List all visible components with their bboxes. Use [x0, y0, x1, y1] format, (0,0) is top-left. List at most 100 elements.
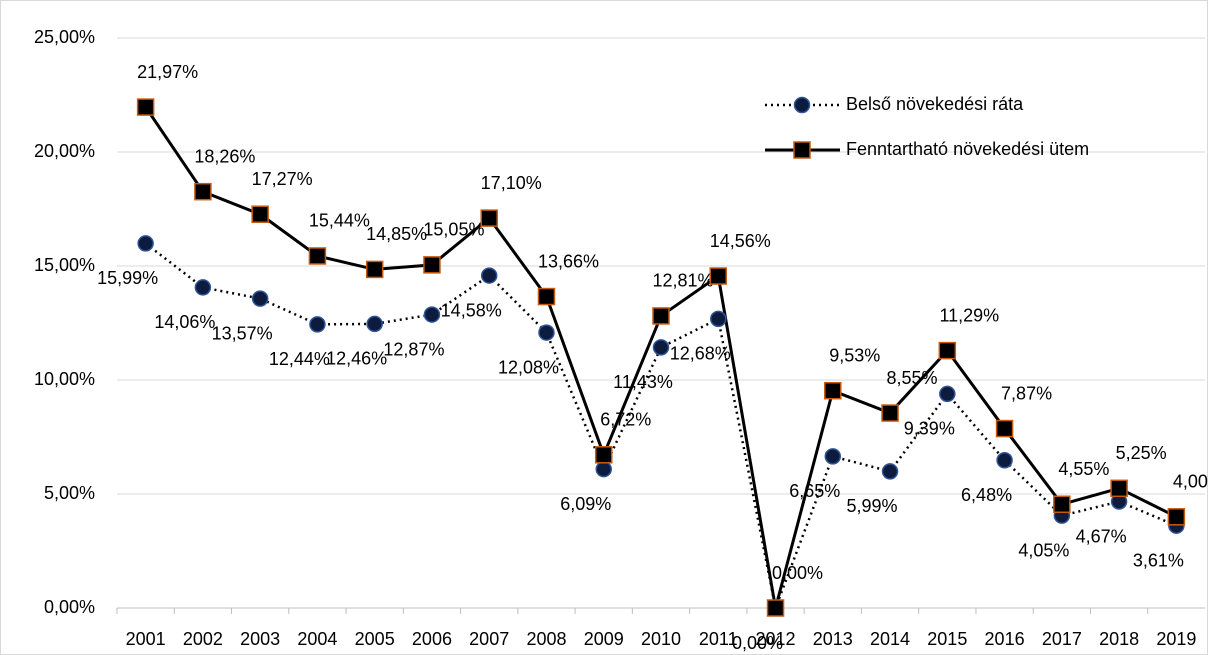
- marker: [595, 460, 612, 478]
- marker: [709, 267, 728, 285]
- data-label: 7,87%: [1001, 383, 1052, 403]
- data-label: 14,58%: [441, 300, 502, 320]
- data-label: 0,00%: [772, 563, 823, 583]
- data-label: 0,00%: [732, 633, 783, 653]
- data-label: 14,06%: [154, 312, 215, 332]
- data-label: 5,25%: [1116, 443, 1167, 463]
- x-tick-label: 2002: [183, 629, 223, 649]
- marker: [1110, 479, 1128, 498]
- marker: [939, 385, 956, 403]
- marker: [194, 182, 212, 201]
- x-tick-label: 2016: [985, 629, 1025, 649]
- data-label: 3,61%: [1133, 550, 1184, 570]
- x-tick-label: 2012: [756, 629, 796, 649]
- x-tick-label: 2019: [1156, 629, 1196, 649]
- data-label: 15,05%: [423, 220, 484, 240]
- data-label: 4,55%: [1058, 459, 1109, 479]
- x-tick-label: 2004: [297, 629, 337, 649]
- data-label: 12,46%: [326, 349, 387, 369]
- x-tick-label: 2013: [813, 629, 853, 649]
- data-label: 12,44%: [269, 349, 330, 369]
- y-tick-label: 15,00%: [34, 255, 95, 275]
- data-label: 4,05%: [1018, 540, 1069, 560]
- data-label: 8,55%: [887, 368, 938, 388]
- marker: [423, 256, 441, 274]
- marker: [423, 306, 441, 323]
- data-label: 14,56%: [710, 231, 771, 251]
- x-tick-label: 2006: [412, 629, 452, 649]
- marker: [136, 98, 155, 116]
- data-label: 12,68%: [670, 344, 731, 364]
- data-label: 12,87%: [383, 339, 444, 359]
- marker: [652, 307, 670, 325]
- y-tick-label: 10,00%: [34, 369, 95, 389]
- marker: [881, 404, 899, 422]
- data-label: 11,43%: [613, 372, 673, 392]
- marker: [366, 315, 383, 333]
- marker: [996, 452, 1013, 469]
- x-tick-label: 2001: [126, 629, 166, 649]
- marker: [251, 290, 269, 307]
- data-label: 13,57%: [212, 323, 273, 343]
- data-label: 15,44%: [309, 211, 370, 231]
- marker: [251, 205, 269, 223]
- data-label: 5,99%: [847, 496, 898, 516]
- data-label: 4,67%: [1076, 526, 1127, 546]
- x-tick-label: 2011: [699, 629, 738, 649]
- x-tick-label: 2015: [927, 629, 967, 649]
- data-label: 9,53%: [829, 345, 880, 365]
- data-label: 18,26%: [194, 146, 255, 166]
- legend-label: Belső növekedési ráta: [846, 94, 1024, 114]
- x-tick-label: 2017: [1042, 629, 1082, 649]
- y-tick-label: 25,00%: [34, 27, 95, 47]
- marker: [938, 341, 957, 360]
- data-label: 15,99%: [97, 268, 158, 288]
- marker: [365, 260, 384, 279]
- legend-marker: [793, 96, 811, 114]
- marker: [137, 235, 154, 252]
- marker: [995, 419, 1014, 438]
- data-label: 12,81%: [652, 271, 713, 291]
- marker: [538, 324, 555, 341]
- y-tick-label: 5,00%: [44, 483, 95, 503]
- data-label: 17,10%: [481, 173, 542, 193]
- marker: [881, 463, 899, 480]
- marker: [308, 247, 327, 265]
- data-label: 6,48%: [961, 485, 1012, 505]
- data-label: 4,00%: [1173, 472, 1208, 492]
- y-tick-label: 20,00%: [34, 141, 95, 161]
- x-tick-label: 2014: [870, 629, 910, 649]
- x-tick-label: 2009: [584, 629, 624, 649]
- marker: [537, 287, 556, 306]
- legend-marker: [793, 141, 811, 159]
- marker: [309, 316, 326, 333]
- marker: [824, 448, 842, 465]
- marker: [1167, 508, 1186, 526]
- data-label: 6,72%: [600, 410, 651, 430]
- y-tick-label: 0,00%: [44, 597, 95, 617]
- data-label: 12,08%: [498, 357, 559, 377]
- data-label: 6,09%: [560, 494, 611, 514]
- x-tick-label: 2010: [641, 629, 681, 649]
- x-tick-label: 2008: [526, 629, 566, 649]
- data-label: 11,29%: [939, 305, 999, 325]
- marker: [480, 267, 498, 284]
- legend-label: Fenntartható növekedési ütem: [846, 139, 1089, 159]
- x-tick-label: 2003: [240, 629, 280, 649]
- marker: [652, 339, 670, 356]
- data-label: 6,65%: [789, 481, 840, 501]
- data-label: 9,39%: [904, 419, 955, 439]
- marker: [480, 209, 498, 227]
- data-label: 14,85%: [366, 224, 427, 244]
- x-tick-label: 2005: [355, 629, 395, 649]
- data-label: 13,66%: [538, 251, 599, 271]
- marker: [766, 599, 785, 617]
- data-label: 17,27%: [252, 169, 313, 189]
- data-label: 21,97%: [137, 62, 198, 82]
- x-tick-label: 2007: [469, 629, 509, 649]
- marker: [1053, 495, 1071, 514]
- x-tick-label: 2018: [1099, 629, 1139, 649]
- marker: [594, 446, 613, 464]
